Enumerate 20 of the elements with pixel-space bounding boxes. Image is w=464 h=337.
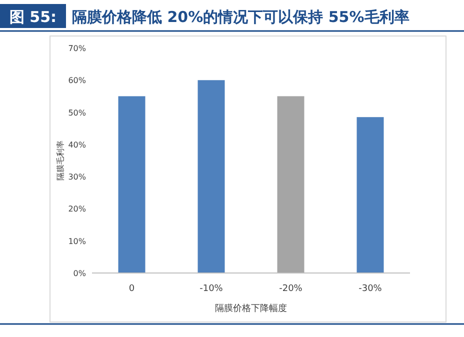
y-tick-label: 20% — [68, 204, 86, 214]
title: 图 55: 隔膜价格降低 20%的情况下可以保持 55%毛利率 — [0, 4, 410, 28]
y-tick-label: 60% — [68, 76, 86, 86]
bar — [118, 96, 146, 273]
y-axis-title: 隔膜毛利率 — [56, 140, 65, 180]
x-tick-label: -10% — [200, 284, 224, 294]
bar — [356, 117, 384, 273]
x-tick-label: 0 — [128, 284, 135, 294]
y-tick-label: 50% — [68, 108, 86, 118]
y-tick-label: 40% — [68, 140, 86, 150]
x-tick-label: -30% — [358, 284, 382, 294]
bar — [277, 96, 304, 273]
x-axis-title: 隔膜价格下降幅度 — [215, 303, 287, 314]
y-tick-label: 10% — [68, 236, 86, 246]
y-tick-label: 30% — [68, 172, 86, 182]
x-tick-label: -20% — [279, 284, 303, 294]
y-tick-label: 70% — [68, 44, 86, 53]
chart-title: 图 55: 隔膜价格降低 20%的情况下可以保持 55%毛利率 — [9, 8, 410, 26]
y-tick-label: 0% — [73, 269, 86, 278]
bar — [198, 80, 225, 273]
